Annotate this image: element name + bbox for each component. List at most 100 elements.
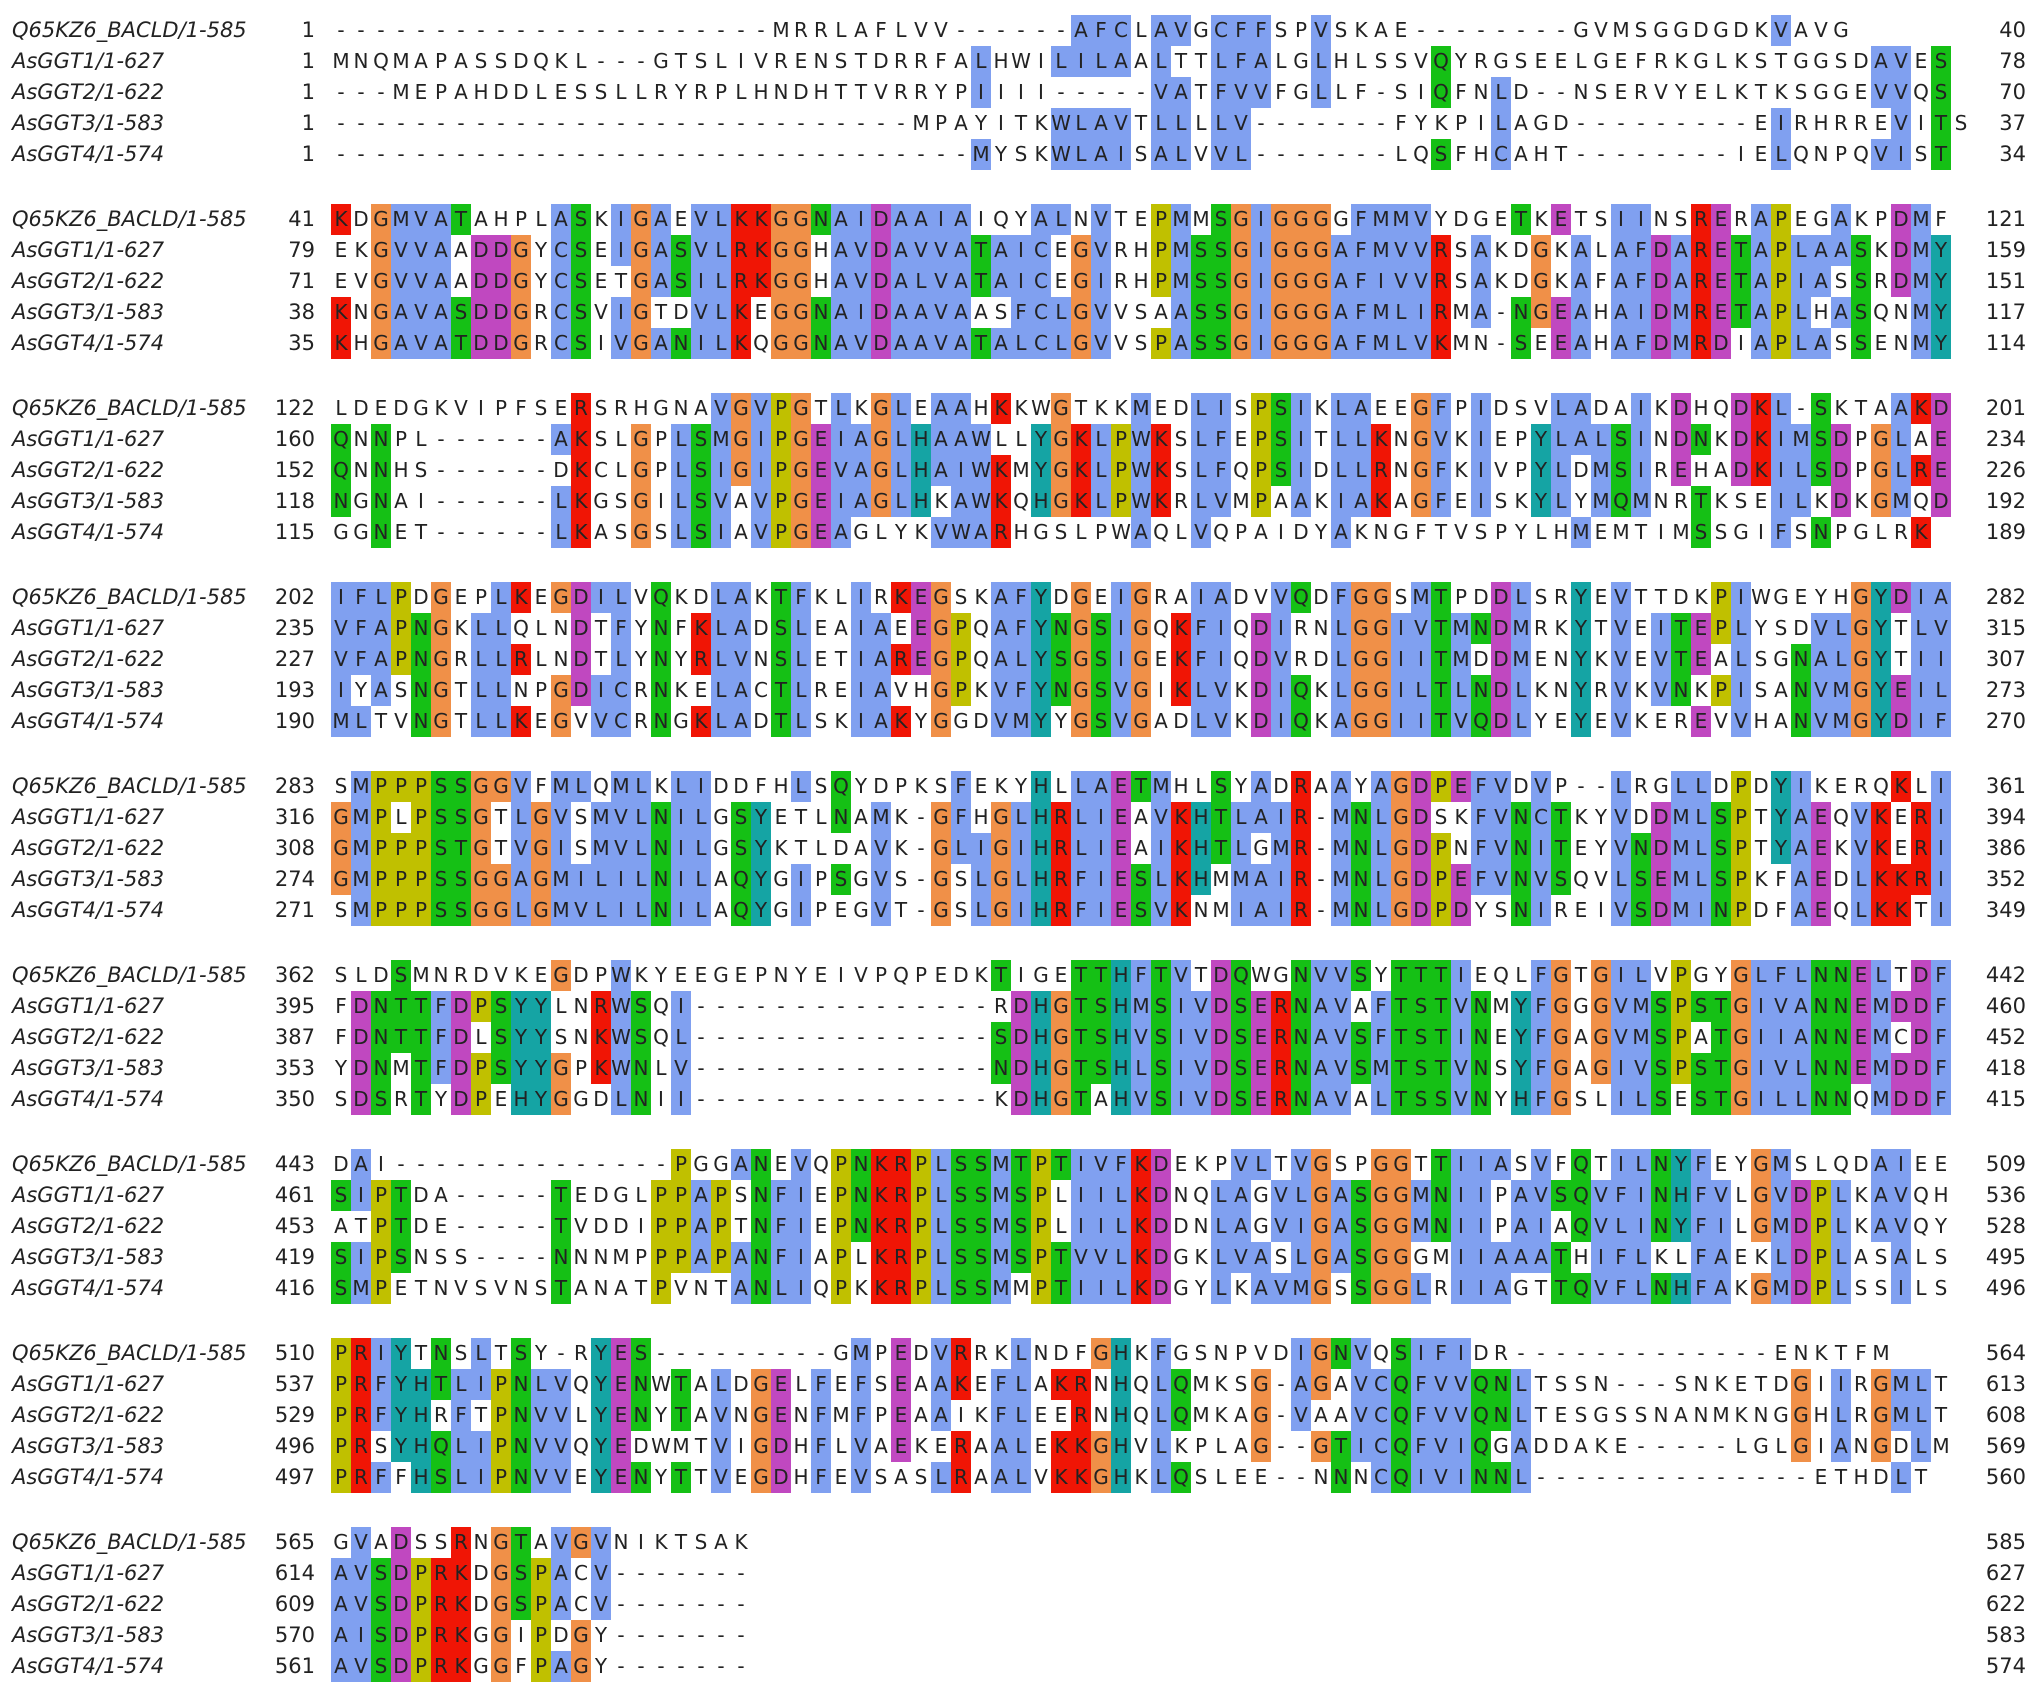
residue: S — [491, 1053, 511, 1084]
residue: S — [1011, 1211, 1031, 1242]
gap: - — [997, 18, 1005, 42]
residue: M — [612, 1245, 630, 1269]
residue: P — [911, 1211, 931, 1242]
residue: L — [1775, 1434, 1787, 1458]
gap: - — [717, 1623, 725, 1647]
residue: S — [731, 833, 751, 864]
residue: Y — [1934, 1214, 1948, 1238]
residue: L — [711, 204, 731, 235]
residue: I — [1471, 1242, 1491, 1273]
residue: G — [773, 867, 789, 891]
residue: L — [1011, 1431, 1031, 1462]
residue: E — [554, 396, 568, 420]
residue: L — [1331, 424, 1351, 455]
residue: E — [374, 396, 388, 420]
residue: D — [1891, 235, 1911, 266]
residue: R — [1734, 207, 1748, 231]
residue: K — [1734, 1276, 1748, 1300]
gap: - — [537, 489, 545, 513]
residue: G — [551, 960, 571, 991]
residue: E — [934, 963, 948, 987]
residue: E — [1554, 1403, 1568, 1427]
residue: L — [691, 833, 711, 864]
gap: - — [1317, 111, 1325, 135]
residue: T — [894, 898, 908, 922]
sequence-name: Q65KZ6_BACLD/1-585 — [12, 207, 247, 231]
residue: G — [491, 1558, 511, 1589]
residue: G — [531, 895, 551, 926]
residue: A — [951, 204, 971, 235]
gap: - — [517, 1183, 525, 1207]
residue: S — [1811, 455, 1831, 486]
residue: F — [991, 1369, 1011, 1400]
start-position: 71 — [288, 269, 315, 293]
gap: - — [737, 1592, 745, 1616]
residue: I — [471, 1369, 491, 1400]
residue: E — [911, 582, 931, 613]
residue: G — [1871, 1369, 1891, 1400]
residue: V — [674, 1276, 688, 1300]
residue: I — [1418, 80, 1424, 104]
residue: R — [1674, 709, 1688, 733]
residue: S — [1011, 1180, 1031, 1211]
residue: P — [651, 1211, 671, 1242]
residue: N — [1373, 520, 1389, 544]
residue: Y — [531, 1084, 551, 1115]
residue: L — [471, 706, 491, 737]
residue: D — [1931, 486, 1951, 517]
residue: S — [1651, 1053, 1671, 1084]
residue: R — [534, 331, 548, 355]
residue: K — [1854, 207, 1868, 231]
residue: R — [891, 1149, 911, 1180]
residue: E — [754, 300, 768, 324]
gap: - — [617, 111, 625, 135]
residue: D — [1513, 80, 1529, 104]
residue: D — [1911, 1053, 1931, 1084]
residue: P — [1514, 458, 1528, 482]
residue: V — [1431, 1431, 1451, 1462]
residue: A — [931, 424, 951, 455]
residue: D — [1673, 585, 1689, 609]
gap: - — [677, 1341, 685, 1365]
residue: V — [1811, 706, 1831, 737]
residue: V — [411, 297, 431, 328]
residue: L — [1631, 1149, 1651, 1180]
residue: P — [814, 867, 828, 891]
residue: K — [1714, 489, 1728, 513]
alignment-row: AsGGT1/1-627 160 Q N N P L - - - - - - A K S L G P L S M G I P G E… — [0, 424, 2031, 455]
residue: P — [331, 1431, 351, 1462]
residue: G — [1371, 1180, 1391, 1211]
residue: I — [831, 486, 851, 517]
residue: I — [1631, 204, 1651, 235]
residue: S — [831, 864, 851, 895]
residue: T — [1754, 805, 1768, 829]
residue: T — [1551, 802, 1571, 833]
residue: L — [1151, 864, 1171, 895]
residue: A — [1891, 393, 1911, 424]
residue: V — [1271, 1211, 1291, 1242]
gap: - — [797, 111, 805, 135]
residue: L — [1611, 864, 1631, 895]
residue: A — [951, 235, 971, 266]
gap: - — [557, 1341, 565, 1365]
residue: Y — [1454, 49, 1468, 73]
residue: R — [731, 235, 751, 266]
residue: K — [1751, 424, 1771, 455]
alignment-row: AsGGT4/1-574 190 M L T V N G T L L K E G V V C R N G K L A D T L S… — [0, 706, 2031, 737]
residue: G — [991, 895, 1011, 926]
residue: G — [991, 864, 1011, 895]
residue: F — [1191, 613, 1211, 644]
residue: E — [1054, 1403, 1068, 1427]
residue: L — [371, 582, 391, 613]
residue: G — [1293, 49, 1309, 73]
residue: A — [1491, 1242, 1511, 1273]
sequence-name: AsGGT3/1-583 — [12, 1623, 165, 1647]
gap: - — [1077, 80, 1085, 104]
sequence-name: Q65KZ6_BACLD/1-585 — [12, 963, 247, 987]
residue: D — [1791, 1180, 1811, 1211]
residue: D — [1293, 520, 1309, 544]
residue: A — [1331, 266, 1351, 297]
residue: M — [1451, 644, 1471, 675]
residue: D — [1011, 1053, 1031, 1084]
residue: I — [1091, 1273, 1111, 1304]
